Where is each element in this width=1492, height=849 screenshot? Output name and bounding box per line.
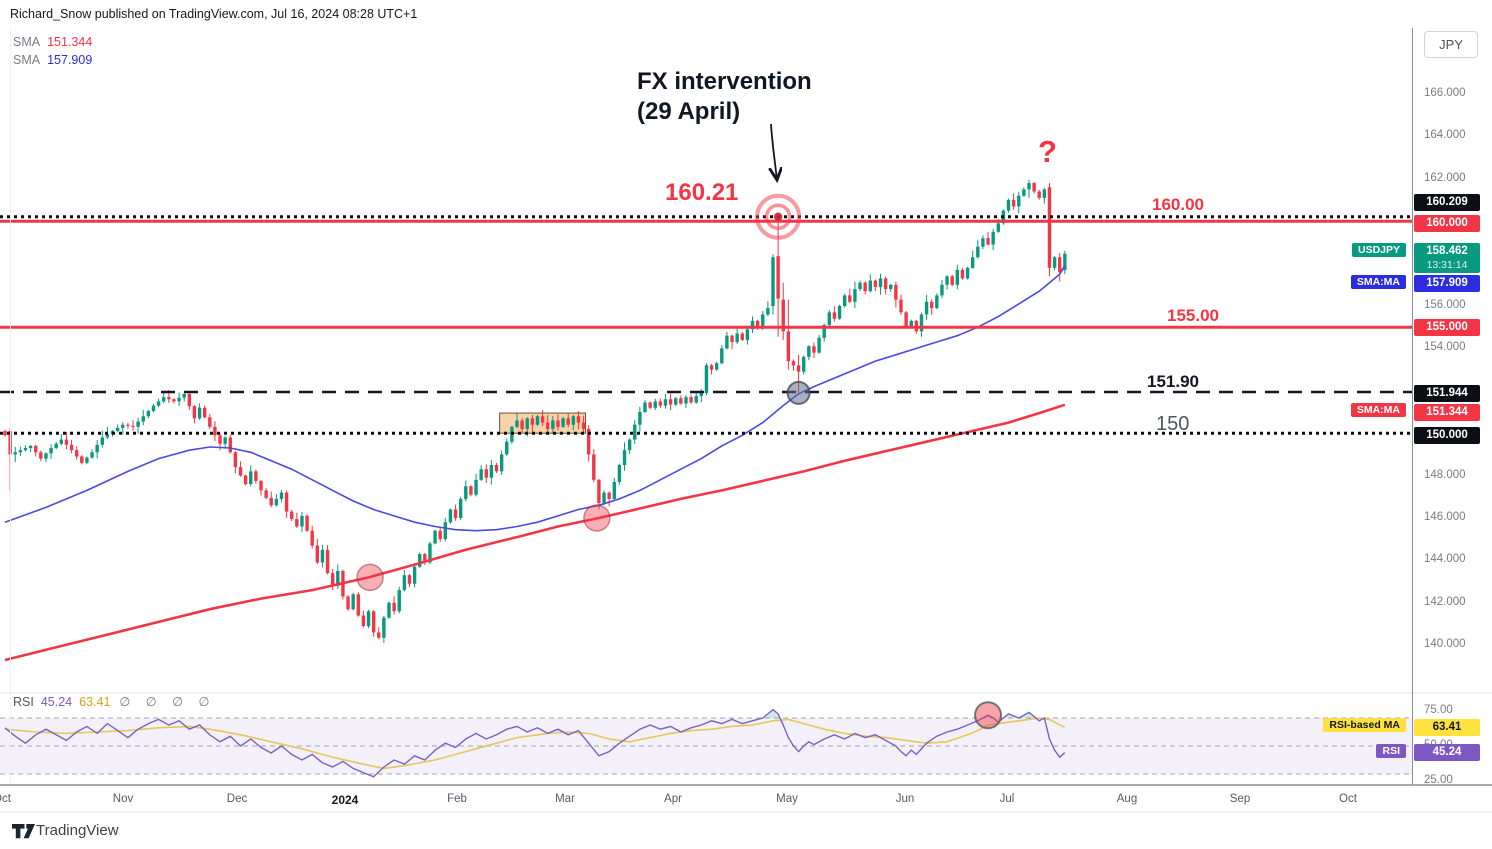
sma-legend: SMA 151.344 SMA 157.909 xyxy=(13,33,92,69)
time-axis-label-Jul: Jul xyxy=(999,793,1015,805)
time-axis-label-2024: 2024 xyxy=(331,793,359,807)
price-axis-badge-160.000: 160.000 xyxy=(1414,214,1480,232)
level-label-155: 155.00 xyxy=(1167,306,1219,325)
sma-legend-row-fast: SMA 157.909 xyxy=(13,51,92,69)
time-axis-label-Jun: Jun xyxy=(895,793,915,805)
rsi-circle-marker[interactable] xyxy=(974,701,1003,730)
price-tick-142.000: 142.000 xyxy=(1424,595,1466,608)
time-axis-label-Apr: Apr xyxy=(664,793,682,805)
rsi-legend-value: 45.24 xyxy=(40,695,73,709)
series-pill-sma-ma: SMA:MA xyxy=(1350,403,1406,417)
rsi-legend-label: RSI xyxy=(13,695,34,709)
series-pill-sma-ma: SMA:MA xyxy=(1350,275,1406,289)
price-axis-badge-151.344: 151.344 xyxy=(1414,404,1480,422)
time-axis-label-Mar: Mar xyxy=(555,793,575,805)
rsi-axis-badge-45.24: 45.24 xyxy=(1414,744,1480,762)
sma-pullback-circle-marker[interactable] xyxy=(583,504,611,532)
rsi-line[interactable] xyxy=(4,708,1066,778)
price-tick-140.000: 140.000 xyxy=(1424,638,1466,651)
sma-slow-label: SMA xyxy=(13,35,41,49)
sma-pullback-circle-marker[interactable] xyxy=(356,563,384,592)
level-label-160: 160.00 xyxy=(1152,195,1204,214)
rsi-overbought-fill xyxy=(1018,712,1036,718)
price-tick-166.000: 166.000 xyxy=(1424,87,1466,99)
time-axis-label-Nov: Nov xyxy=(112,793,134,805)
price-axis-badge-157.909: 157.909 xyxy=(1414,275,1480,293)
rsi-ma-legend-value: 63.41 xyxy=(79,695,111,709)
sma-legend-row-slow: SMA 151.344 xyxy=(13,33,92,51)
price-axis-badge-160.209: 160.209 xyxy=(1414,194,1480,212)
price-tick-154.000: 154.000 xyxy=(1424,341,1466,354)
price-tick-164.000: 164.000 xyxy=(1424,129,1466,142)
tradingview-logo-icon xyxy=(12,824,35,839)
price-tick-148.000: 148.000 xyxy=(1424,468,1466,481)
price-axis-badge-151.944: 151.944 xyxy=(1414,385,1480,403)
rsi-tick-75.00: 75.00 xyxy=(1424,704,1453,716)
time-axis-label-May: May xyxy=(776,793,798,805)
rsi-overbought-fill xyxy=(762,709,781,718)
candlestick-series xyxy=(3,179,1067,643)
question-mark-annotation: ? xyxy=(1038,134,1057,169)
sma-slow-value: 151.344 xyxy=(47,35,93,49)
price-axis-badge-150.000: 150.000 xyxy=(1414,426,1480,444)
price-axis-badge-158.462: 158.462 13:31:14 xyxy=(1414,242,1480,273)
level-label-151-90: 151.90 xyxy=(1147,372,1199,391)
time-axis-label-Oct: Oct xyxy=(1339,793,1357,805)
price-axis-badge-155.000: 155.000 xyxy=(1414,318,1480,336)
time-axis-label-Oct: Oct xyxy=(0,793,11,805)
spike-price-label: 160.21 xyxy=(665,179,739,206)
price-tick-144.000: 144.000 xyxy=(1424,553,1466,566)
attribution-text: Richard_Snow published on TradingView.co… xyxy=(10,7,418,21)
series-pill-rsi: RSI xyxy=(1376,744,1406,758)
rsi-tick-25.00: 25.00 xyxy=(1424,774,1453,786)
time-axis-label-Feb: Feb xyxy=(447,793,467,805)
level-label-150: 150 xyxy=(1156,413,1190,435)
sma-fast-value: 157.909 xyxy=(47,53,93,67)
series-pill-usdjpy: USDJPY xyxy=(1351,243,1406,257)
time-axis-label-Dec: Dec xyxy=(226,793,248,805)
sma-fast-label: SMA xyxy=(13,53,41,67)
tradingview-wordmark: TradingView xyxy=(36,822,119,839)
series-pill-rsi-based-ma: RSI-based MA xyxy=(1323,718,1406,732)
fx-intervention-annotation-line2: (29 April) xyxy=(637,98,741,125)
rsi-axis-badge-63.41: 63.41 xyxy=(1414,718,1480,736)
ma-touch-circle-marker[interactable] xyxy=(786,380,811,405)
time-axis-label-Aug: Aug xyxy=(1116,793,1138,805)
fx-intervention-annotation-line1: FX intervention xyxy=(637,68,812,95)
sma-slow-line[interactable] xyxy=(4,403,1066,662)
rsi-legend-empty-params: ∅ ∅ ∅ ∅ xyxy=(119,695,216,709)
time-axis-label-Sep: Sep xyxy=(1229,793,1251,805)
rsi-legend: RSI 45.24 63.41 ∅ ∅ ∅ ∅ xyxy=(13,694,215,709)
annotation-arrow xyxy=(771,123,777,180)
price-tick-156.000: 156.000 xyxy=(1424,299,1466,311)
currency-unit-button[interactable]: JPY xyxy=(1424,31,1478,58)
price-tick-146.000: 146.000 xyxy=(1424,511,1466,523)
intervention-circle-marker[interactable] xyxy=(755,193,802,240)
price-tick-162.000: 162.000 xyxy=(1424,171,1466,184)
